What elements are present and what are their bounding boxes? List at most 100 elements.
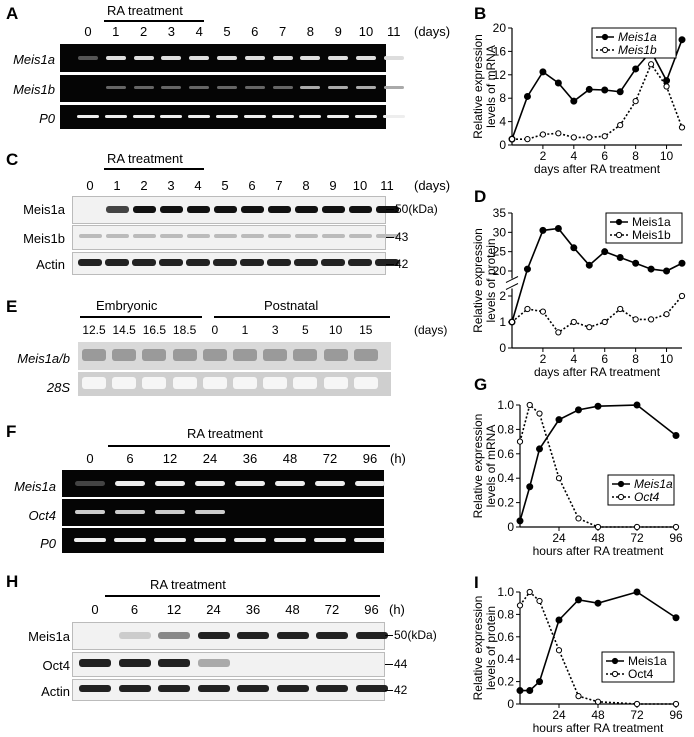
- meis1b-c-band: [267, 234, 291, 238]
- marker-50-c: 50(kDa): [395, 202, 438, 216]
- row-label-p0-f: P0: [40, 536, 56, 551]
- a-lane-label: 10: [358, 24, 374, 39]
- 28s-e-band: [263, 377, 288, 389]
- 28s-e-band: [82, 377, 106, 389]
- data-point-oct4: [594, 698, 602, 705]
- a-lane-label: 11: [387, 24, 401, 39]
- y-tick-label: 12: [493, 68, 507, 82]
- e-lane-label: 14.5: [112, 323, 136, 337]
- ra-treatment-label-c: RA treatment: [107, 151, 183, 166]
- y-axis-label: Relative expression: [471, 414, 485, 519]
- panel-letter-b: B: [474, 4, 487, 23]
- data-point-meis1b: [555, 329, 562, 336]
- y-tick-label: 1: [499, 315, 506, 329]
- c-lane-label: 7: [275, 178, 283, 193]
- ra-bracket-a: [104, 20, 204, 22]
- a-lane-label: 7: [278, 24, 287, 39]
- meis1a-f-band: [355, 481, 385, 486]
- meis1a-a-band: [328, 56, 349, 60]
- e-lane-label: 1: [241, 323, 249, 337]
- p0-a-band: [327, 115, 350, 118]
- meis1b-c-band: [213, 234, 237, 238]
- legend-label: Meis1b: [618, 43, 657, 57]
- meis1a-c-band: [105, 206, 129, 213]
- data-point-meis1a: [585, 85, 593, 93]
- data-point-meis1b: [601, 318, 608, 326]
- row-label-oct4-f: Oct4: [28, 508, 56, 523]
- panel-letter-a: A: [6, 4, 19, 23]
- legend-marker: [615, 231, 623, 239]
- data-point-oct4: [633, 700, 641, 708]
- meis1a-a-band: [217, 56, 237, 60]
- row-label-meis1a-h: Meis1a: [28, 629, 70, 644]
- meis1a-f-band: [155, 481, 185, 486]
- p0-a-band: [104, 115, 127, 118]
- 28s-e-band: [323, 377, 348, 389]
- chart-i: Relative expression levels of protein hour…: [471, 585, 683, 735]
- c-lane-label: 5: [221, 178, 229, 193]
- y-axis-label: levels of protein: [484, 238, 498, 322]
- data-point-meis1b: [647, 316, 655, 323]
- meis1a-h-band: [316, 632, 348, 639]
- meis1a-c-band: [240, 206, 264, 213]
- meis1a-h-band: [355, 632, 388, 639]
- marker-42-c: 42: [395, 257, 409, 271]
- data-point-meis1a: [555, 616, 563, 624]
- actin-h-band: [355, 685, 388, 692]
- meis1a-a-band: [133, 56, 154, 60]
- marker-tick-43-c: [386, 237, 394, 238]
- data-point-meis1b: [524, 305, 531, 313]
- meis1a-h-band: [276, 632, 309, 639]
- y-tick-label: 20: [493, 264, 507, 278]
- axis-break-gap: [506, 278, 518, 289]
- x-tick-label: 72: [630, 708, 644, 722]
- e-lane-label: 12.5: [82, 323, 106, 337]
- meis1a-a-band: [356, 56, 376, 60]
- meis1ab-e-band: [82, 349, 106, 361]
- data-point-meis1a: [536, 678, 543, 686]
- data-point-meis1a: [575, 406, 582, 414]
- c-lane-label: 9: [329, 178, 337, 193]
- c-lane-label: 2: [140, 178, 148, 193]
- e-lane-label: 16.5: [142, 323, 167, 337]
- actin-c-band: [321, 259, 345, 266]
- meis1a-f-band: [235, 481, 265, 486]
- data-point-meis1b: [632, 316, 639, 323]
- data-point-meis1a: [601, 86, 609, 94]
- legend-box: [601, 651, 675, 683]
- data-point-oct4: [536, 597, 543, 605]
- y-tick-label: 0.6: [497, 630, 514, 644]
- y-axis-label: levels of mRNA: [484, 425, 498, 508]
- f-lane-label: 48: [282, 451, 298, 466]
- h-lane-label: 48: [285, 602, 300, 617]
- actin-h-band: [118, 685, 151, 692]
- x-tick-label: 6: [601, 352, 608, 366]
- data-point-oct4: [672, 523, 680, 531]
- data-point-meis1b: [617, 122, 624, 129]
- meis1ab-e-band: [293, 349, 318, 361]
- days-unit-e: (days): [414, 323, 448, 337]
- row-label-meis1ab-e: Meis1a/b: [17, 351, 70, 366]
- panel-letter-d: D: [474, 187, 487, 206]
- p0-a-band: [271, 115, 294, 118]
- legend-marker: [617, 480, 625, 488]
- hours-unit-h: (h): [389, 602, 405, 617]
- series-line-meis1b: [511, 295, 683, 334]
- h-lane-label: 96: [364, 602, 379, 617]
- actin-h-band: [158, 685, 190, 692]
- actin-c-band: [132, 259, 156, 266]
- data-point-oct4: [555, 475, 563, 482]
- meis1a-a-band: [105, 56, 126, 60]
- y-axis-label: levels of mRNA: [484, 45, 498, 128]
- data-point-meis1a: [555, 416, 563, 424]
- meis1ab-e-band: [323, 349, 348, 361]
- x-tick-label: 10: [660, 149, 674, 163]
- meis1b-a-band: [272, 86, 293, 89]
- y-tick-label: 0: [499, 138, 506, 152]
- meis1ab-e-band: [142, 349, 167, 361]
- data-point-meis1b: [539, 131, 547, 138]
- c-lane-label: 11: [380, 178, 394, 193]
- meis1b-c-band: [240, 234, 264, 238]
- panel-letter-g: G: [474, 375, 488, 394]
- actin-c-band: [213, 259, 237, 266]
